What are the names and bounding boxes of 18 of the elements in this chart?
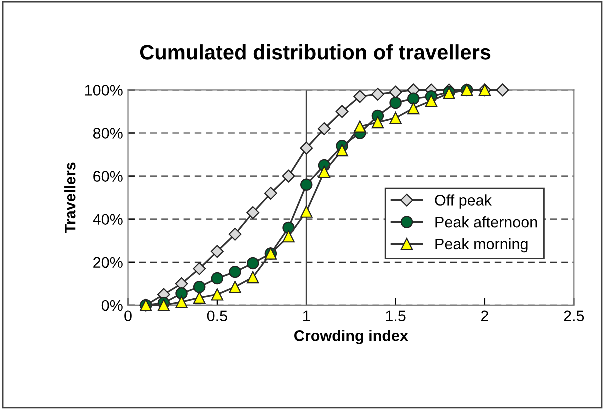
x-tick-label: 0.5 (207, 310, 228, 322)
x-tick-label: 1 (304, 310, 310, 322)
chart-title: Cumulated distribution of travellers (140, 44, 491, 60)
y-axis-title: Travellers (64, 162, 76, 234)
y-tick-label: 40% (93, 214, 123, 226)
y-tick-label: 0% (102, 300, 123, 312)
legend-label: Off peak (435, 194, 492, 209)
x-tick-label: 1.5 (386, 310, 406, 322)
y-tick-label: 100% (85, 85, 123, 96)
x-axis-title: Crowding index (294, 330, 408, 344)
y-tick-label: 20% (94, 257, 123, 268)
y-tick-label: 80% (93, 128, 123, 139)
x-tick-label: 0 (124, 310, 132, 322)
x-tick-label: 2.5 (564, 310, 584, 322)
y-tick-label: 60% (94, 171, 123, 182)
x-tick-label: 2 (481, 310, 488, 322)
legend-label: Peak morning (436, 238, 528, 253)
legend-label: Peak afternoon (436, 216, 538, 228)
